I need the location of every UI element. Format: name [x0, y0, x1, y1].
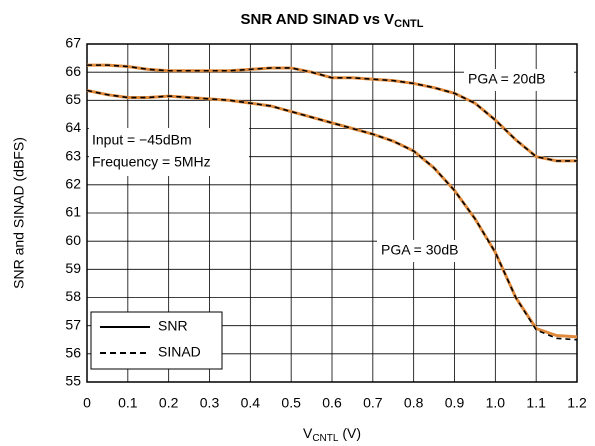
x-tick-label: 0.6 [322, 395, 342, 411]
y-tick-label: 67 [65, 35, 81, 51]
y-tick-label: 62 [65, 176, 81, 192]
x-tick-label: 1.1 [526, 395, 546, 411]
x-axis-label: VCNTL (V) [303, 425, 361, 444]
annotation: PGA = 20dB [468, 71, 545, 87]
legend-label: SNR [158, 318, 188, 334]
data-line [87, 64, 577, 162]
x-tick-label: 0 [83, 395, 91, 411]
x-tick-label: 0.1 [118, 395, 138, 411]
y-tick-label: 58 [65, 288, 81, 304]
y-tick-label: 59 [65, 260, 81, 276]
annotation: Input = −45dBm [92, 132, 192, 148]
annotation: Frequency = 5MHz [92, 154, 211, 170]
y-tick-label: 61 [65, 204, 81, 220]
x-tick-label: 1.2 [567, 395, 587, 411]
annotation-box [89, 128, 249, 176]
data-line [86, 89, 578, 341]
annotation-box [464, 69, 574, 91]
x-tick-label: 0.5 [281, 395, 301, 411]
x-tick-label: 0.9 [445, 395, 465, 411]
chart-title: SNR AND SINAD vs VCNTL [241, 11, 424, 30]
y-tick-label: 64 [65, 119, 81, 135]
x-tick-label: 0.4 [241, 395, 261, 411]
y-tick-label: 65 [65, 91, 81, 107]
x-tick-label: 0.3 [200, 395, 220, 411]
y-tick-label: 56 [65, 345, 81, 361]
plot-frame [86, 43, 578, 383]
legend-label: SINAD [158, 344, 201, 360]
y-tick-label: 63 [65, 147, 81, 163]
x-tick-label: 0.8 [404, 395, 424, 411]
annotation: PGA = 30dB [381, 242, 458, 258]
y-tick-label: 60 [65, 232, 81, 248]
y-axis-label: SNR and SINAD (dBFS) [11, 137, 27, 289]
x-tick-label: 1.0 [486, 395, 506, 411]
annotation-box [377, 240, 487, 262]
y-tick-label: 55 [65, 373, 81, 389]
y-tick-label: 57 [65, 316, 81, 332]
y-tick-label: 66 [65, 63, 81, 79]
legend-box [90, 311, 223, 370]
x-tick-label: 0.2 [159, 395, 179, 411]
x-tick-label: 0.7 [363, 395, 383, 411]
